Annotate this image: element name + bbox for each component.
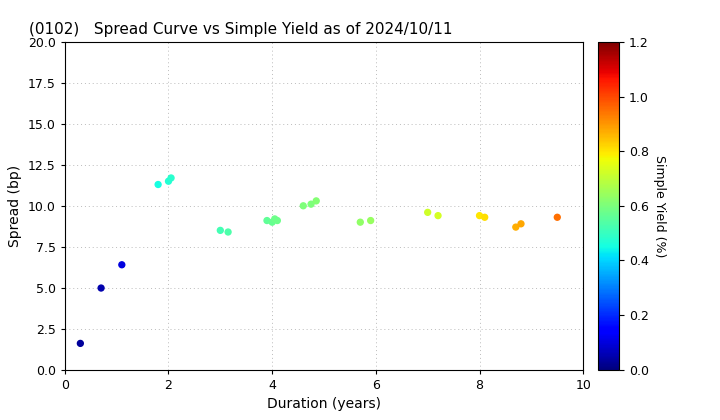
Text: (0102)   Spread Curve vs Simple Yield as of 2024/10/11: (0102) Spread Curve vs Simple Yield as o… (29, 22, 452, 37)
Point (215, 227, 226, 234)
Point (266, 219, 278, 226)
Point (516, 220, 527, 227)
Point (75, 340, 86, 347)
Point (422, 209, 433, 216)
Point (297, 202, 309, 209)
Point (365, 217, 377, 224)
Point (261, 217, 273, 224)
Point (510, 224, 521, 231)
Point (479, 214, 490, 220)
Point (432, 212, 444, 219)
Point (354, 219, 366, 226)
Point (269, 215, 281, 222)
Point (271, 217, 283, 224)
Point (305, 201, 317, 207)
Point (310, 197, 322, 204)
Y-axis label: Simple Yield (%): Simple Yield (%) (652, 155, 665, 257)
Point (95, 285, 107, 291)
Y-axis label: Spread (bp): Spread (bp) (9, 165, 22, 247)
Point (166, 175, 177, 181)
Point (222, 228, 234, 235)
Point (116, 261, 127, 268)
Point (153, 181, 164, 188)
X-axis label: Duration (years): Duration (years) (267, 397, 381, 411)
Point (474, 212, 485, 219)
Point (163, 178, 174, 184)
Point (552, 214, 563, 220)
